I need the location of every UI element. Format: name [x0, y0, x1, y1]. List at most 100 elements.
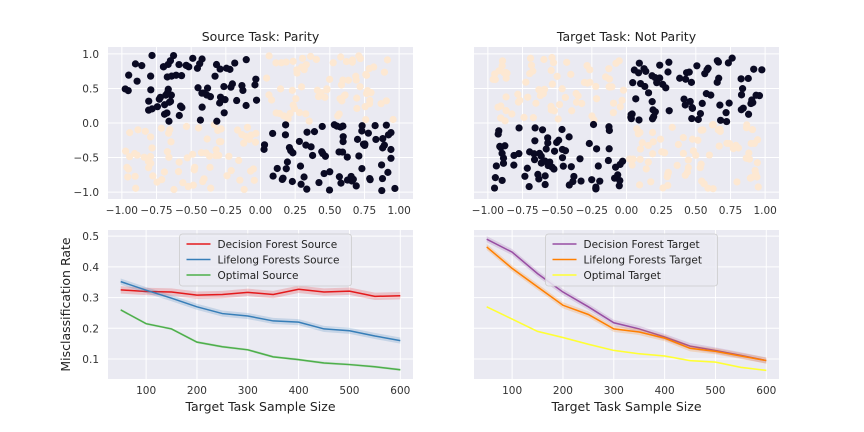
x-tick-label: −1.00	[106, 205, 138, 217]
scatter-point-dark	[288, 177, 296, 186]
scatter-point-light	[217, 125, 225, 133]
scatter-point-dark	[269, 172, 277, 180]
scatter-point-light	[312, 55, 320, 64]
scatter-point-light	[282, 58, 290, 66]
y-tick-label: 0.1	[82, 354, 99, 366]
scatter-point-dark	[550, 147, 559, 155]
x-tick-label: −0.50	[175, 205, 207, 217]
scatter-point-light	[567, 70, 575, 78]
scatter-point-dark	[212, 60, 221, 69]
scatter-point-dark	[353, 135, 362, 143]
scatter-point-light	[126, 129, 134, 137]
scatter-point-dark	[366, 176, 374, 184]
scatter-point-dark	[315, 178, 323, 187]
scatter-point-dark	[627, 115, 635, 123]
scatter-point-dark	[382, 121, 390, 129]
scatter-point-light	[337, 53, 345, 61]
scatter-point-light	[377, 100, 385, 108]
x-tick-label: 0.50	[318, 205, 341, 217]
scatter-point-light	[635, 181, 644, 189]
x-tick-label: −0.75	[140, 205, 172, 217]
scatter-point-dark	[744, 110, 753, 118]
scatter-point-dark	[216, 99, 224, 107]
plot-title: Target Task: Not Parity	[556, 29, 697, 44]
scatter-point-light	[223, 172, 231, 180]
scatter-point-light	[745, 155, 754, 163]
scatter-point-light	[148, 144, 156, 152]
scatter-point-light	[184, 182, 192, 191]
scatter-point-dark	[221, 96, 229, 104]
scatter-point-light	[522, 78, 530, 86]
scatter-point-dark	[333, 122, 341, 130]
scatter-point-dark	[530, 156, 539, 164]
scatter-point-light	[323, 85, 331, 93]
scatter-point-dark	[145, 106, 153, 114]
scatter-point-light	[250, 176, 258, 184]
scatter-point-light	[547, 66, 555, 75]
scatter-point-dark	[269, 129, 277, 138]
scatter-point-dark	[707, 91, 715, 99]
scatter-point-light	[342, 57, 351, 66]
scatter-point-light	[362, 71, 371, 79]
source-error-line-panel: 100 200 300 400 500 600 0.1 0.2 0.3 0.4 0.5 Target …	[58, 230, 413, 414]
scatter-point-dark	[525, 182, 533, 191]
scatter-point-light	[697, 126, 705, 134]
scatter-point-dark	[198, 55, 206, 63]
scatter-point-light	[647, 178, 655, 186]
scatter-point-dark	[737, 91, 746, 99]
scatter-point-light	[189, 150, 197, 158]
scatter-point-light	[629, 155, 637, 163]
scatter-point-light	[175, 158, 183, 166]
scatter-point-light	[709, 121, 717, 129]
scatter-point-dark	[231, 59, 239, 67]
scatter-point-light	[157, 124, 165, 132]
scatter-point-light	[548, 80, 556, 88]
x-tick-label: 300	[604, 385, 624, 397]
scatter-point-light	[160, 168, 168, 176]
scatter-point-dark	[147, 72, 155, 80]
legend-label: Optimal Source	[218, 270, 299, 282]
scatter-point-dark	[379, 144, 387, 152]
scatter-point-dark	[285, 143, 294, 152]
scatter-point-dark	[371, 121, 379, 130]
scatter-point-light	[644, 158, 652, 166]
scatter-point-dark	[618, 157, 627, 165]
scatter-point-light	[679, 134, 687, 142]
y-tick-label: 0.2	[82, 323, 99, 335]
scatter-point-light	[353, 94, 361, 102]
scatter-point-dark	[131, 60, 140, 68]
scatter-point-light	[292, 95, 300, 103]
scatter-point-light	[502, 107, 510, 115]
scatter-point-light	[165, 153, 173, 161]
scatter-point-light	[286, 109, 294, 118]
scatter-point-light	[501, 117, 509, 125]
scatter-point-dark	[635, 116, 643, 124]
scatter-point-dark	[164, 88, 172, 96]
scatter-point-dark	[138, 62, 146, 70]
scatter-point-light	[149, 172, 157, 180]
scatter-point-light	[353, 104, 361, 113]
scatter-point-dark	[755, 92, 764, 100]
scatter-point-light	[535, 86, 543, 94]
scatter-point-dark	[233, 96, 241, 105]
series-line	[120, 280, 401, 342]
scatter-point-light	[540, 85, 549, 93]
scatter-point-light	[664, 181, 672, 190]
scatter-point-light	[618, 96, 626, 104]
scatter-point-dark	[185, 63, 193, 71]
scatter-point-light	[382, 97, 390, 105]
scatter-point-dark	[738, 85, 747, 93]
x-tick-label: 1.00	[753, 205, 776, 217]
x-tick-label: 0.75	[353, 205, 376, 217]
scatter-point-dark	[206, 93, 215, 101]
scatter-point-dark	[676, 74, 684, 82]
x-axis-label: Target Task Sample Size	[550, 399, 701, 414]
scatter-point-light	[295, 108, 304, 117]
scatter-point-light	[733, 178, 741, 186]
scatter-point-dark	[521, 172, 529, 180]
scatter-point-dark	[713, 57, 721, 65]
scatter-point-light	[636, 145, 645, 153]
scatter-point-dark	[273, 164, 281, 173]
scatter-point-dark	[318, 122, 326, 131]
scatter-point-light	[134, 126, 142, 134]
